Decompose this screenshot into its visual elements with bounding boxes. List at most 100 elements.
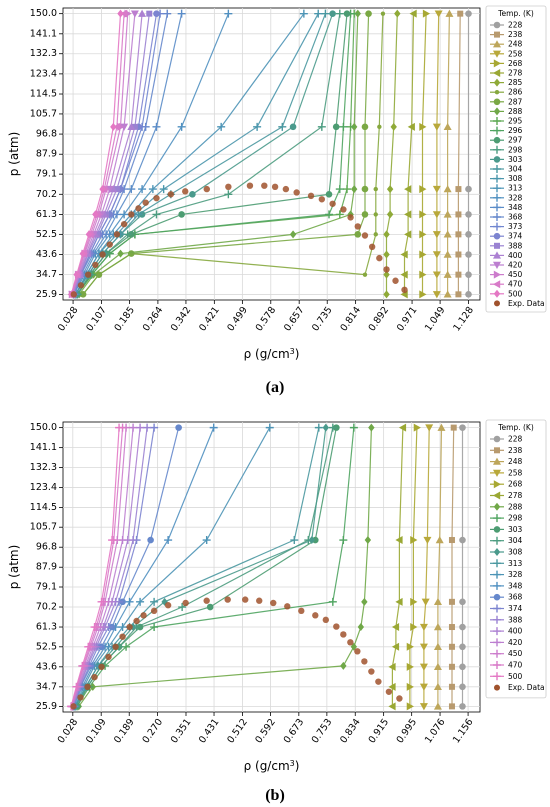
- exp-data-point: [120, 220, 128, 228]
- exp-data-point: [375, 678, 382, 685]
- data-point: [95, 271, 103, 278]
- legend-item: 374: [490, 604, 523, 613]
- data-point: [189, 190, 196, 198]
- legend-item: 500: [490, 289, 523, 298]
- data-point: [123, 230, 132, 239]
- data-point: [455, 211, 462, 218]
- series-line: [73, 13, 183, 295]
- series-278: [388, 423, 407, 711]
- legend-item-exp: Exp. Data: [494, 299, 545, 308]
- data-point: [459, 598, 466, 606]
- legend-label: 450: [508, 649, 523, 658]
- data-point: [325, 210, 334, 219]
- exp-data-point: [77, 282, 85, 289]
- data-point: [361, 597, 368, 606]
- data-point: [433, 623, 442, 631]
- data-point: [419, 703, 428, 711]
- y-tick-label: 43.6: [36, 661, 57, 672]
- legend-item: 313: [490, 184, 523, 193]
- data-point: [391, 642, 400, 651]
- legend-label: 328: [508, 570, 523, 579]
- data-point: [400, 270, 408, 279]
- exp-data-point: [298, 607, 305, 615]
- exp-data-point: [312, 612, 319, 619]
- data-point: [423, 536, 432, 545]
- legend-item: 304: [490, 536, 523, 545]
- data-point: [265, 423, 274, 432]
- caption-a: (a): [266, 379, 285, 396]
- legend-label: 248: [508, 40, 523, 49]
- legend-marker: [493, 604, 501, 613]
- legend-label: 420: [508, 638, 523, 647]
- data-point: [459, 703, 466, 710]
- exp-data-point: [271, 183, 279, 191]
- data-point: [459, 623, 466, 631]
- data-point: [152, 122, 161, 131]
- data-point: [465, 185, 472, 193]
- y-tick-label: 25.9: [36, 701, 57, 712]
- data-point: [432, 211, 441, 219]
- exp-data-point: [383, 266, 390, 273]
- data-point: [328, 423, 337, 432]
- data-point: [443, 250, 452, 258]
- data-point: [394, 9, 401, 18]
- data-point: [120, 210, 129, 219]
- data-point: [129, 423, 138, 432]
- legend-label: 286: [508, 88, 523, 97]
- data-point: [448, 643, 455, 650]
- exp-data-point: [112, 643, 119, 651]
- data-point: [383, 290, 390, 299]
- legend-label: 303: [508, 155, 523, 164]
- data-point: [419, 230, 427, 239]
- data-point: [364, 536, 372, 545]
- legend-item: 308: [490, 548, 523, 557]
- data-point: [459, 683, 466, 691]
- data-point: [422, 9, 431, 18]
- series-258: [419, 424, 434, 711]
- y-tick-label: 34.7: [36, 681, 57, 692]
- legend-label: 470: [508, 661, 523, 670]
- legend-marker: [493, 193, 501, 202]
- data-point: [125, 597, 134, 606]
- x-tick-label: 0.189: [112, 717, 137, 746]
- legend-marker: [493, 435, 501, 443]
- x-tick-label: 0.028: [56, 717, 81, 746]
- data-point: [343, 10, 351, 17]
- data-point: [406, 702, 414, 711]
- exp-data-point: [246, 182, 254, 189]
- data-point: [127, 122, 136, 131]
- legend-item: 258: [490, 468, 523, 477]
- exp-data-point: [135, 205, 142, 212]
- series-238: [448, 424, 457, 710]
- y-tick-label: 96.8: [36, 542, 57, 553]
- legend-marker: [493, 480, 501, 489]
- data-point: [289, 123, 297, 131]
- data-point: [217, 122, 226, 131]
- x-tick-label: 0.185: [112, 305, 137, 334]
- data-point: [138, 9, 147, 17]
- legend-label: 400: [508, 251, 523, 260]
- exp-data-point: [293, 189, 300, 196]
- data-point: [383, 230, 390, 239]
- data-point: [224, 9, 233, 18]
- data-point: [99, 185, 106, 194]
- exp-data-point: [354, 648, 361, 655]
- y-tick-label: 61.3: [36, 622, 57, 633]
- data-point: [398, 423, 407, 432]
- data-point: [175, 424, 182, 431]
- legend-marker: [493, 203, 501, 212]
- data-point: [419, 643, 428, 651]
- x-tick-label: 0.264: [141, 305, 166, 334]
- data-point: [117, 9, 124, 18]
- y-tick-label: 141.1: [30, 442, 57, 453]
- data-point: [339, 536, 348, 545]
- exp-data-point: [270, 599, 277, 607]
- data-point: [448, 683, 455, 690]
- data-point: [136, 423, 145, 432]
- data-point: [404, 210, 412, 219]
- legend-marker: [493, 213, 501, 221]
- data-point: [434, 10, 443, 18]
- legend-label: 304: [508, 536, 523, 545]
- exp-data-point: [401, 286, 408, 294]
- data-point: [150, 597, 159, 606]
